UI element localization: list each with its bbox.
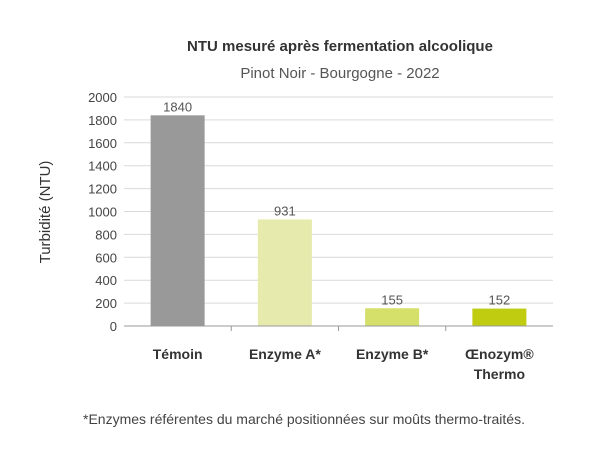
y-tick-label: 800 — [95, 227, 117, 242]
y-tick-label: 400 — [95, 273, 117, 288]
value-label: 931 — [274, 203, 296, 218]
category-label: Enzyme B* — [356, 346, 429, 362]
category-labels: Témoin Enzyme A* Enzyme B* Œnozym® Thermo — [153, 346, 535, 382]
footnote: *Enzymes référentes du marché positionné… — [83, 411, 525, 427]
y-axis-label: Turbidité (NTU) — [37, 161, 54, 264]
value-labels: 1840 931 155 152 — [163, 99, 510, 307]
y-tick-label: 600 — [95, 250, 117, 265]
bar — [150, 115, 205, 326]
y-tick-label: 2000 — [88, 90, 117, 105]
category-label: Œnozym® — [465, 346, 534, 362]
y-tick-label: 200 — [95, 296, 117, 311]
bar — [472, 308, 527, 326]
y-axis-ticks: 0 200 400 600 800 1000 1200 1400 1600 1800 2000 — [88, 90, 117, 334]
bars — [150, 115, 527, 326]
bar — [257, 219, 312, 326]
chart-subtitle: Pinot Noir - Bourgogne - 2022 — [240, 65, 439, 82]
category-label: Témoin — [153, 346, 203, 362]
category-label: Enzyme A* — [249, 346, 321, 362]
y-tick-label: 1800 — [88, 113, 117, 128]
value-label: 155 — [381, 292, 403, 307]
value-label: 1840 — [163, 99, 192, 114]
y-tick-label: 1400 — [88, 159, 117, 174]
category-label: Thermo — [474, 366, 525, 382]
y-tick-label: 0 — [110, 319, 117, 334]
y-tick-label: 1600 — [88, 136, 117, 151]
value-label: 152 — [489, 293, 511, 308]
bar — [365, 308, 420, 326]
y-tick-label: 1000 — [88, 205, 117, 220]
chart-title: NTU mesuré après fermentation alcoolique — [187, 38, 493, 55]
y-tick-label: 1200 — [88, 182, 117, 197]
